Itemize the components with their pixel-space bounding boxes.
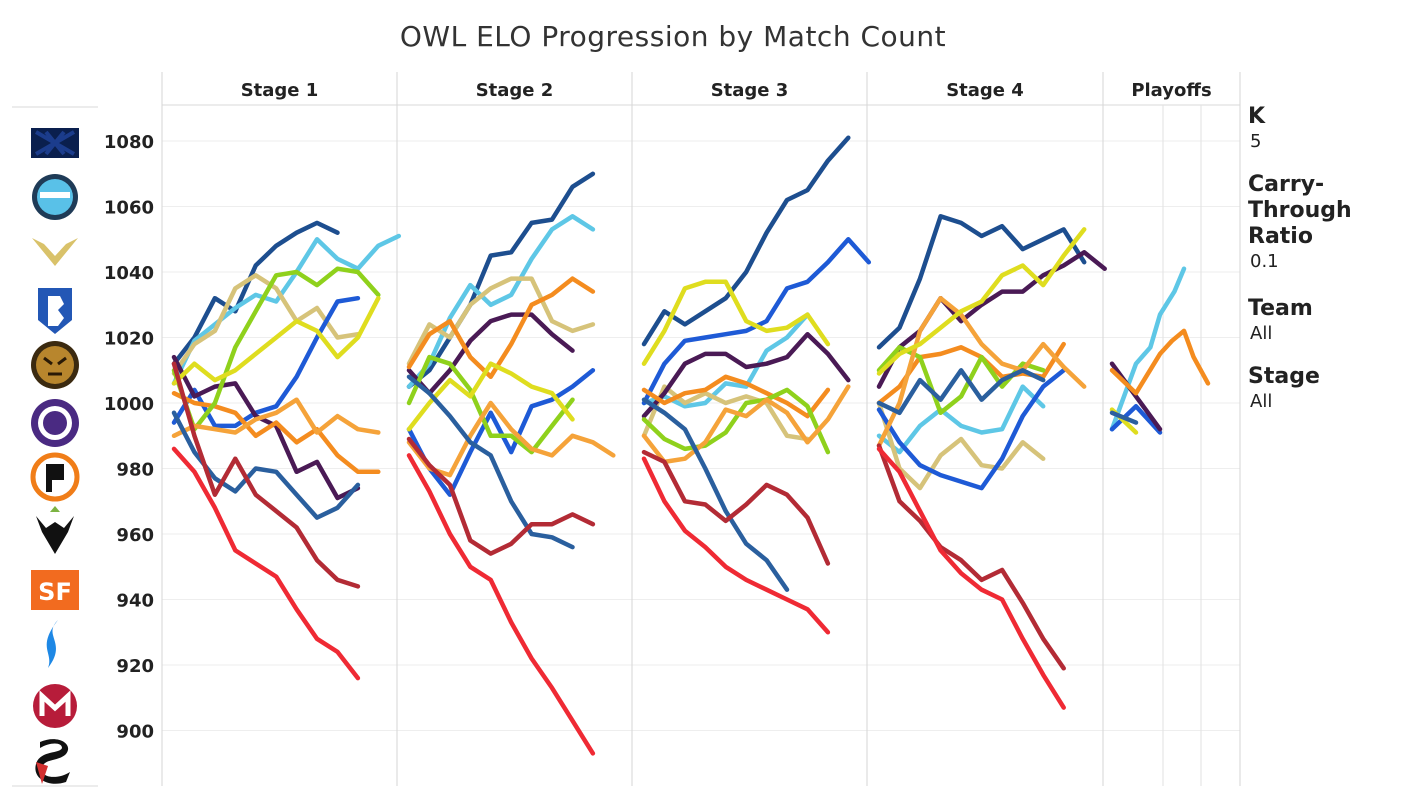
london-spitfire-logo-icon[interactable] (28, 170, 82, 224)
series-5-stage-2-line (406, 276, 596, 380)
los-angeles-gladiators-logo-icon[interactable] (28, 396, 82, 450)
ratio-title: Carry-Through Ratio (1248, 172, 1352, 249)
axis-layer: 900 920 940 960 980 1000 1020 1040 1060 1080 Stage… (12, 72, 1241, 787)
y-tick-label: 980 (116, 460, 154, 481)
k-value[interactable]: 5 (1250, 131, 1262, 152)
series-8-stage-3-line (641, 279, 831, 366)
series-8-stage-2-line (406, 361, 575, 432)
shanghai-dragons-logo-icon[interactable] (28, 732, 82, 786)
series-9-stage-5-line (1109, 410, 1139, 425)
dallas-fuel-logo-icon[interactable] (28, 618, 82, 672)
san-francisco-shock-logo-icon[interactable]: SF (28, 564, 82, 618)
series-10-stage-3-line (641, 449, 831, 566)
series-11-stage-2-line (406, 453, 596, 756)
series-8-stage-4-line (876, 227, 1087, 376)
series-10-stage-2-line (406, 436, 596, 556)
series-6-stage-2-line (406, 354, 575, 455)
series-6-stage-3-line (641, 387, 831, 455)
series-5-stage-5-line (1109, 328, 1211, 396)
series-3-stage-4-line (876, 368, 1066, 491)
series-7-stage-2-line (406, 400, 616, 478)
y-tick-label: 940 (116, 591, 154, 612)
panel-header-stage-4: Stage 4 (946, 80, 1024, 101)
svg-text:SF: SF (38, 578, 72, 606)
panel-header-stage-2: Stage 2 (476, 80, 554, 101)
y-tick-label: 1040 (104, 263, 154, 284)
philadelphia-fusion-logo-icon[interactable] (28, 450, 82, 504)
series-4-stage-5-line (1109, 361, 1163, 432)
chart-title: OWL ELO Progression by Match Count (399, 20, 947, 53)
team-title: Team (1248, 296, 1313, 321)
series-5-stage-3-line (641, 374, 831, 419)
series-layer (171, 135, 1211, 756)
series-4-stage-1-line (171, 354, 361, 501)
stage-filter-value[interactable]: All (1250, 391, 1273, 412)
series-1-stage-5-line (1109, 266, 1187, 432)
seoul-dynasty-logo-icon[interactable] (28, 338, 82, 392)
ratio-value[interactable]: 0.1 (1250, 251, 1279, 272)
series-2-stage-4-line (876, 400, 1046, 491)
series-1-stage-2-line (406, 214, 596, 389)
series-3-stage-2-line (406, 368, 596, 497)
panel-header-playoffs: Playoffs (1131, 80, 1211, 101)
y-tick-label: 920 (116, 656, 154, 677)
series-2-stage-2-line (406, 276, 596, 366)
series-8-stage-1-line (171, 295, 381, 386)
y-tick-label: 900 (116, 722, 154, 743)
k-title: K (1248, 104, 1266, 129)
series-0-stage-2-line (406, 171, 596, 389)
series-2-stage-3-line (641, 384, 810, 442)
series-6-stage-1-line (171, 266, 381, 432)
series-3-stage-5-line (1109, 404, 1163, 435)
series-7-stage-1-line (171, 397, 381, 439)
y-tick-label: 1020 (104, 329, 154, 350)
new-york-excelsior-logo-icon[interactable] (28, 116, 82, 170)
series-9-stage-4-line (876, 368, 1046, 416)
boston-uprising-logo-icon[interactable] (28, 284, 82, 338)
series-3-stage-1-line (171, 295, 361, 429)
y-tick-label: 960 (116, 525, 154, 546)
team-filter-value[interactable]: All (1250, 323, 1273, 344)
series-11-stage-1-line (171, 446, 361, 681)
parameter-legend: K 5 Carry-Through Ratio 0.1 Team All Sta… (1248, 104, 1418, 414)
series-11-stage-3-line (641, 456, 831, 635)
series-0-stage-1-line (171, 220, 340, 366)
series-4-stage-2-line (406, 312, 575, 396)
series-7-stage-3-line (641, 384, 851, 465)
series-11-stage-4-line (876, 446, 1066, 710)
stage-title: Stage (1248, 364, 1320, 389)
y-tick-label: 1060 (104, 198, 154, 219)
panel-header-stage-1: Stage 1 (241, 80, 319, 101)
los-angeles-valiant-logo-icon[interactable] (28, 226, 82, 280)
series-9-stage-3-line (641, 397, 790, 592)
series-10-stage-1-line (171, 361, 361, 589)
series-0-stage-3-line (641, 135, 851, 347)
florida-mayhem-logo-icon[interactable] (28, 676, 82, 730)
houston-outlaws-logo-icon[interactable] (28, 506, 82, 560)
series-1-stage-4-line (876, 384, 1046, 455)
series-4-stage-4-line (876, 250, 1107, 389)
series-7-stage-4-line (876, 295, 1087, 448)
series-9-stage-2-line (406, 374, 575, 550)
panel-header-stage-3: Stage 3 (711, 80, 789, 101)
series-1-stage-1-line (171, 233, 402, 386)
y-tick-label: 1080 (104, 132, 154, 153)
series-0-stage-4-line (876, 214, 1087, 350)
series-10-stage-4-line (876, 443, 1066, 671)
y-tick-label: 1000 (104, 394, 154, 415)
series-4-stage-3-line (641, 331, 851, 419)
series-5-stage-1-line (171, 390, 381, 475)
